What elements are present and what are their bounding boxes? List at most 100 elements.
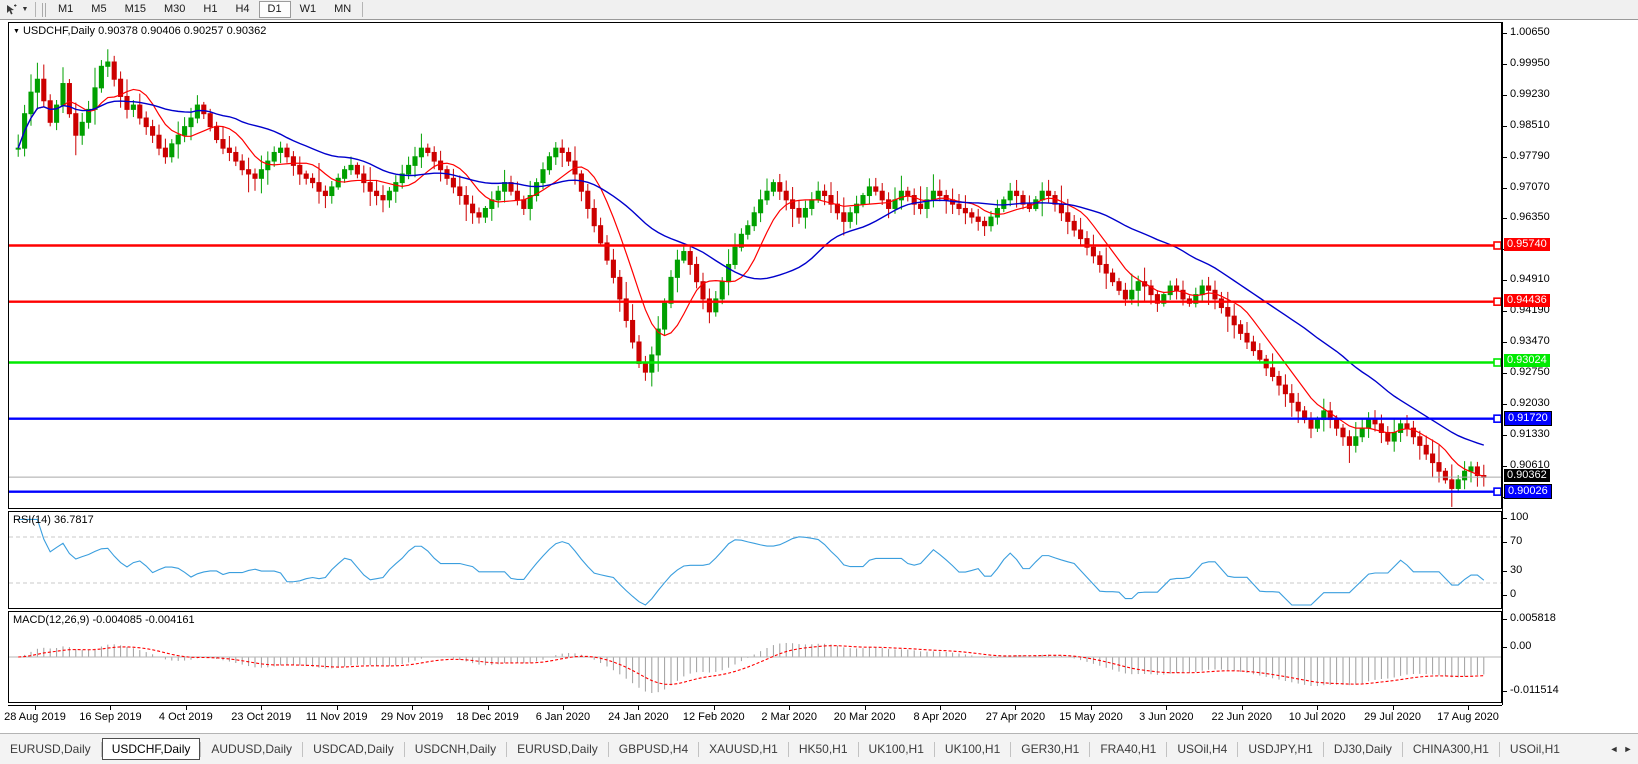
price-scale[interactable]: 1.00650 0.99950 0.99230 0.98510 0.97790 0.970… (1502, 22, 1638, 705)
chart-tab-dj30-daily[interactable]: DJ30,Daily (1333, 742, 1392, 756)
candle-body (1238, 324, 1244, 334)
price-plot (9, 49, 1501, 507)
time-tick-mark (35, 706, 36, 710)
level-handle[interactable] (1493, 414, 1501, 423)
candle-body (1423, 444, 1429, 455)
price-tick-mark (1503, 94, 1507, 96)
tab-divider (607, 741, 609, 757)
chart-tab-gbpusd-h4[interactable]: GBPUSD,H4 (618, 742, 689, 756)
level-handle[interactable] (1493, 297, 1501, 306)
candle-body (956, 203, 962, 209)
candle-body (815, 190, 821, 201)
chart-tab-usdjpy-h1[interactable]: USDJPY,H1 (1248, 742, 1313, 756)
candle-body (898, 190, 904, 201)
price-level-label-0.95740[interactable]: 0.95740 (1504, 237, 1550, 251)
chart-tab-fra40-h1[interactable]: FRA40,H1 (1100, 742, 1157, 756)
candle-body (156, 134, 162, 149)
time-tick-mark (110, 706, 112, 710)
chart-tab-uk100-h1[interactable]: UK100,H1 (944, 742, 1001, 756)
chart-tab-xauusd-h1[interactable]: XAUUSD,H1 (709, 742, 778, 756)
toolbar-grip-handle[interactable] (42, 2, 46, 17)
chart-tab-hk50-h1[interactable]: HK50,H1 (798, 742, 848, 756)
candle-body (502, 182, 508, 192)
candle-body (732, 246, 738, 265)
tab-divider (698, 741, 700, 757)
candle-body (777, 182, 783, 192)
price-tick-mark (1503, 156, 1507, 158)
candle-body (1257, 350, 1263, 360)
tab-scroll-controls: ◄ ► (1608, 744, 1638, 754)
timeframe-m5[interactable]: M5 (91, 3, 107, 15)
candle-body (1090, 246, 1096, 257)
level-handle[interactable] (1493, 487, 1501, 496)
price-tick-label: 0.96350 (1510, 211, 1550, 224)
candle-body (540, 169, 546, 184)
timeframe-m30[interactable]: M30 (163, 3, 186, 15)
macd-pane[interactable]: MACD(12,26,9) -0.004085 -0.004161 (8, 611, 1502, 703)
price-level-label-0.91720[interactable]: 0.91720 (1504, 410, 1552, 426)
candle-body (393, 182, 399, 192)
cursor-crosshair-icon[interactable] (3, 2, 19, 17)
candle-body (169, 143, 175, 158)
candle-body (470, 203, 476, 214)
candle-body (1135, 281, 1141, 291)
timeframe-w1[interactable]: W1 (299, 3, 317, 15)
dropdown-arrow-icon[interactable]: ▼ (21, 6, 29, 13)
timeframe-m1[interactable]: M1 (58, 3, 74, 15)
price-level-label-0.90362[interactable]: 0.90362 (1504, 469, 1550, 483)
chart-tab-usoil-h4[interactable]: USOil,H4 (1177, 742, 1228, 756)
candle-body (86, 108, 92, 123)
pane-collapse-arrow-icon[interactable]: ▼ (13, 28, 20, 35)
timeframe-mn[interactable]: MN (334, 3, 352, 15)
timeframe-h4[interactable]: H4 (235, 3, 250, 15)
time-tick-label: 6 Jan 2020 (535, 711, 591, 723)
ma-slow-line (17, 100, 1485, 446)
price-tick-label: 0.94190 (1510, 304, 1550, 317)
candle-body (182, 126, 188, 136)
chart-tab-usdchf-daily[interactable]: USDCHF,Daily (101, 738, 201, 760)
rsi-pane-label: RSI(14) 36.7817 (13, 514, 94, 526)
price-level-label-0.90026[interactable]: 0.90026 (1504, 483, 1552, 499)
price-level-label-0.94436[interactable]: 0.94436 (1504, 293, 1550, 307)
price-tick-mark (1503, 33, 1507, 34)
chart-tab-eurusd-daily[interactable]: EURUSD,Daily (517, 742, 598, 756)
candle-body (911, 195, 917, 205)
candle-body (687, 251, 693, 265)
candle-body (764, 190, 770, 201)
chart-tab-uk100-h1[interactable]: UK100,H1 (868, 742, 924, 756)
toolbar-left-group: ▼ (0, 2, 49, 17)
candle-body (828, 195, 834, 205)
chart-tab-china300-h1[interactable]: CHINA300,H1 (1412, 742, 1489, 756)
chart-tab-ger30-h1[interactable]: GER30,H1 (1021, 742, 1080, 756)
price-pane[interactable]: ▼ USDCHF,Daily 0.90378 0.90406 0.90257 0.… (8, 22, 1502, 509)
time-tick-mark (1468, 706, 1469, 710)
level-handle[interactable] (1493, 241, 1501, 250)
time-scale[interactable]: 28 Aug 2019 16 Sep 2019 4 Oct 2019 23 Oct 2… (4, 705, 1502, 733)
time-tick-mark (185, 706, 187, 710)
price-level-label-0.93024[interactable]: 0.93024 (1504, 354, 1550, 368)
timeframe-h1[interactable]: H1 (203, 3, 218, 15)
candle-body (1282, 384, 1288, 395)
tab-divider (1401, 741, 1403, 757)
toolbar-divider-right (362, 2, 364, 17)
level-handle[interactable] (1493, 358, 1501, 367)
chart-tab-usdcad-daily[interactable]: USDCAD,Daily (313, 742, 394, 756)
tab-divider (787, 741, 789, 757)
candle-body (226, 147, 232, 153)
rsi-pane[interactable]: RSI(14) 36.7817 (8, 511, 1502, 609)
timeframe-d1[interactable]: D1 (258, 1, 291, 18)
candle-body (662, 302, 668, 330)
scroll-tabs-right-icon[interactable]: ► (1623, 744, 1633, 754)
candle-body (265, 160, 271, 171)
timeframe-bar: M1 M5 M15 M30 H1 H4 D1 W1 MN (49, 0, 360, 19)
macd-tick-label: -0.011514 (1510, 684, 1559, 696)
candle-body (1474, 466, 1480, 477)
chart-tab-usdcnh-daily[interactable]: USDCNH,Daily (414, 742, 497, 756)
timeframe-m15[interactable]: M15 (124, 3, 146, 15)
chart-tab-usoil-h1[interactable]: USOil,H1 (1509, 742, 1560, 756)
chart-tab-eurusd-daily[interactable]: EURUSD,Daily (10, 742, 91, 756)
time-tick-label: 15 May 2020 (1059, 711, 1123, 723)
chart-tab-audusd-daily[interactable]: AUDUSD,Daily (211, 742, 293, 756)
scroll-tabs-left-icon[interactable]: ◄ (1609, 744, 1619, 754)
candle-body (425, 147, 431, 153)
